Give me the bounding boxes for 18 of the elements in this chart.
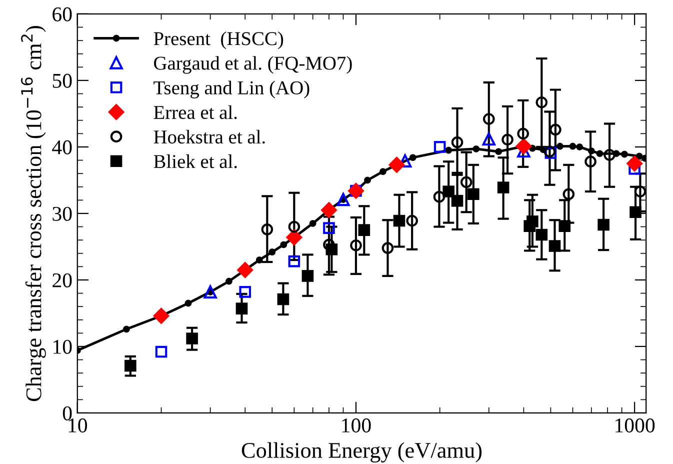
legend-label: Gargaud et al. (FQ-MO7) <box>154 56 352 74</box>
y-tick-label: 60 <box>52 7 72 22</box>
y-tick-label: 20 <box>52 273 72 288</box>
legend-label: Present (HSCC) <box>154 32 284 50</box>
x-tick-label: 1000 <box>616 418 655 432</box>
y-tick-label: 30 <box>52 206 72 221</box>
y-tick-label: 50 <box>52 74 72 88</box>
legend-label: Hoekstra et al. <box>154 130 265 144</box>
x-tick-label: 10 <box>68 418 88 432</box>
legend-label: Bliek et al. <box>154 154 237 168</box>
y-tick-label: 40 <box>52 140 72 154</box>
x-tick-label: 100 <box>342 418 371 432</box>
legend-label: Errea et al. <box>154 105 237 120</box>
legend-label: Tseng and Lin (AO) <box>154 80 310 98</box>
y-tick-label: 10 <box>54 340 72 354</box>
y-axis-title: Charge transfer cross section (10$^{−16}$ cm$^{2}$) <box>21 26 46 402</box>
y-tick-label: 0 <box>62 406 72 420</box>
x-axis-title: Collision Energy (eV/amu) <box>242 442 482 462</box>
